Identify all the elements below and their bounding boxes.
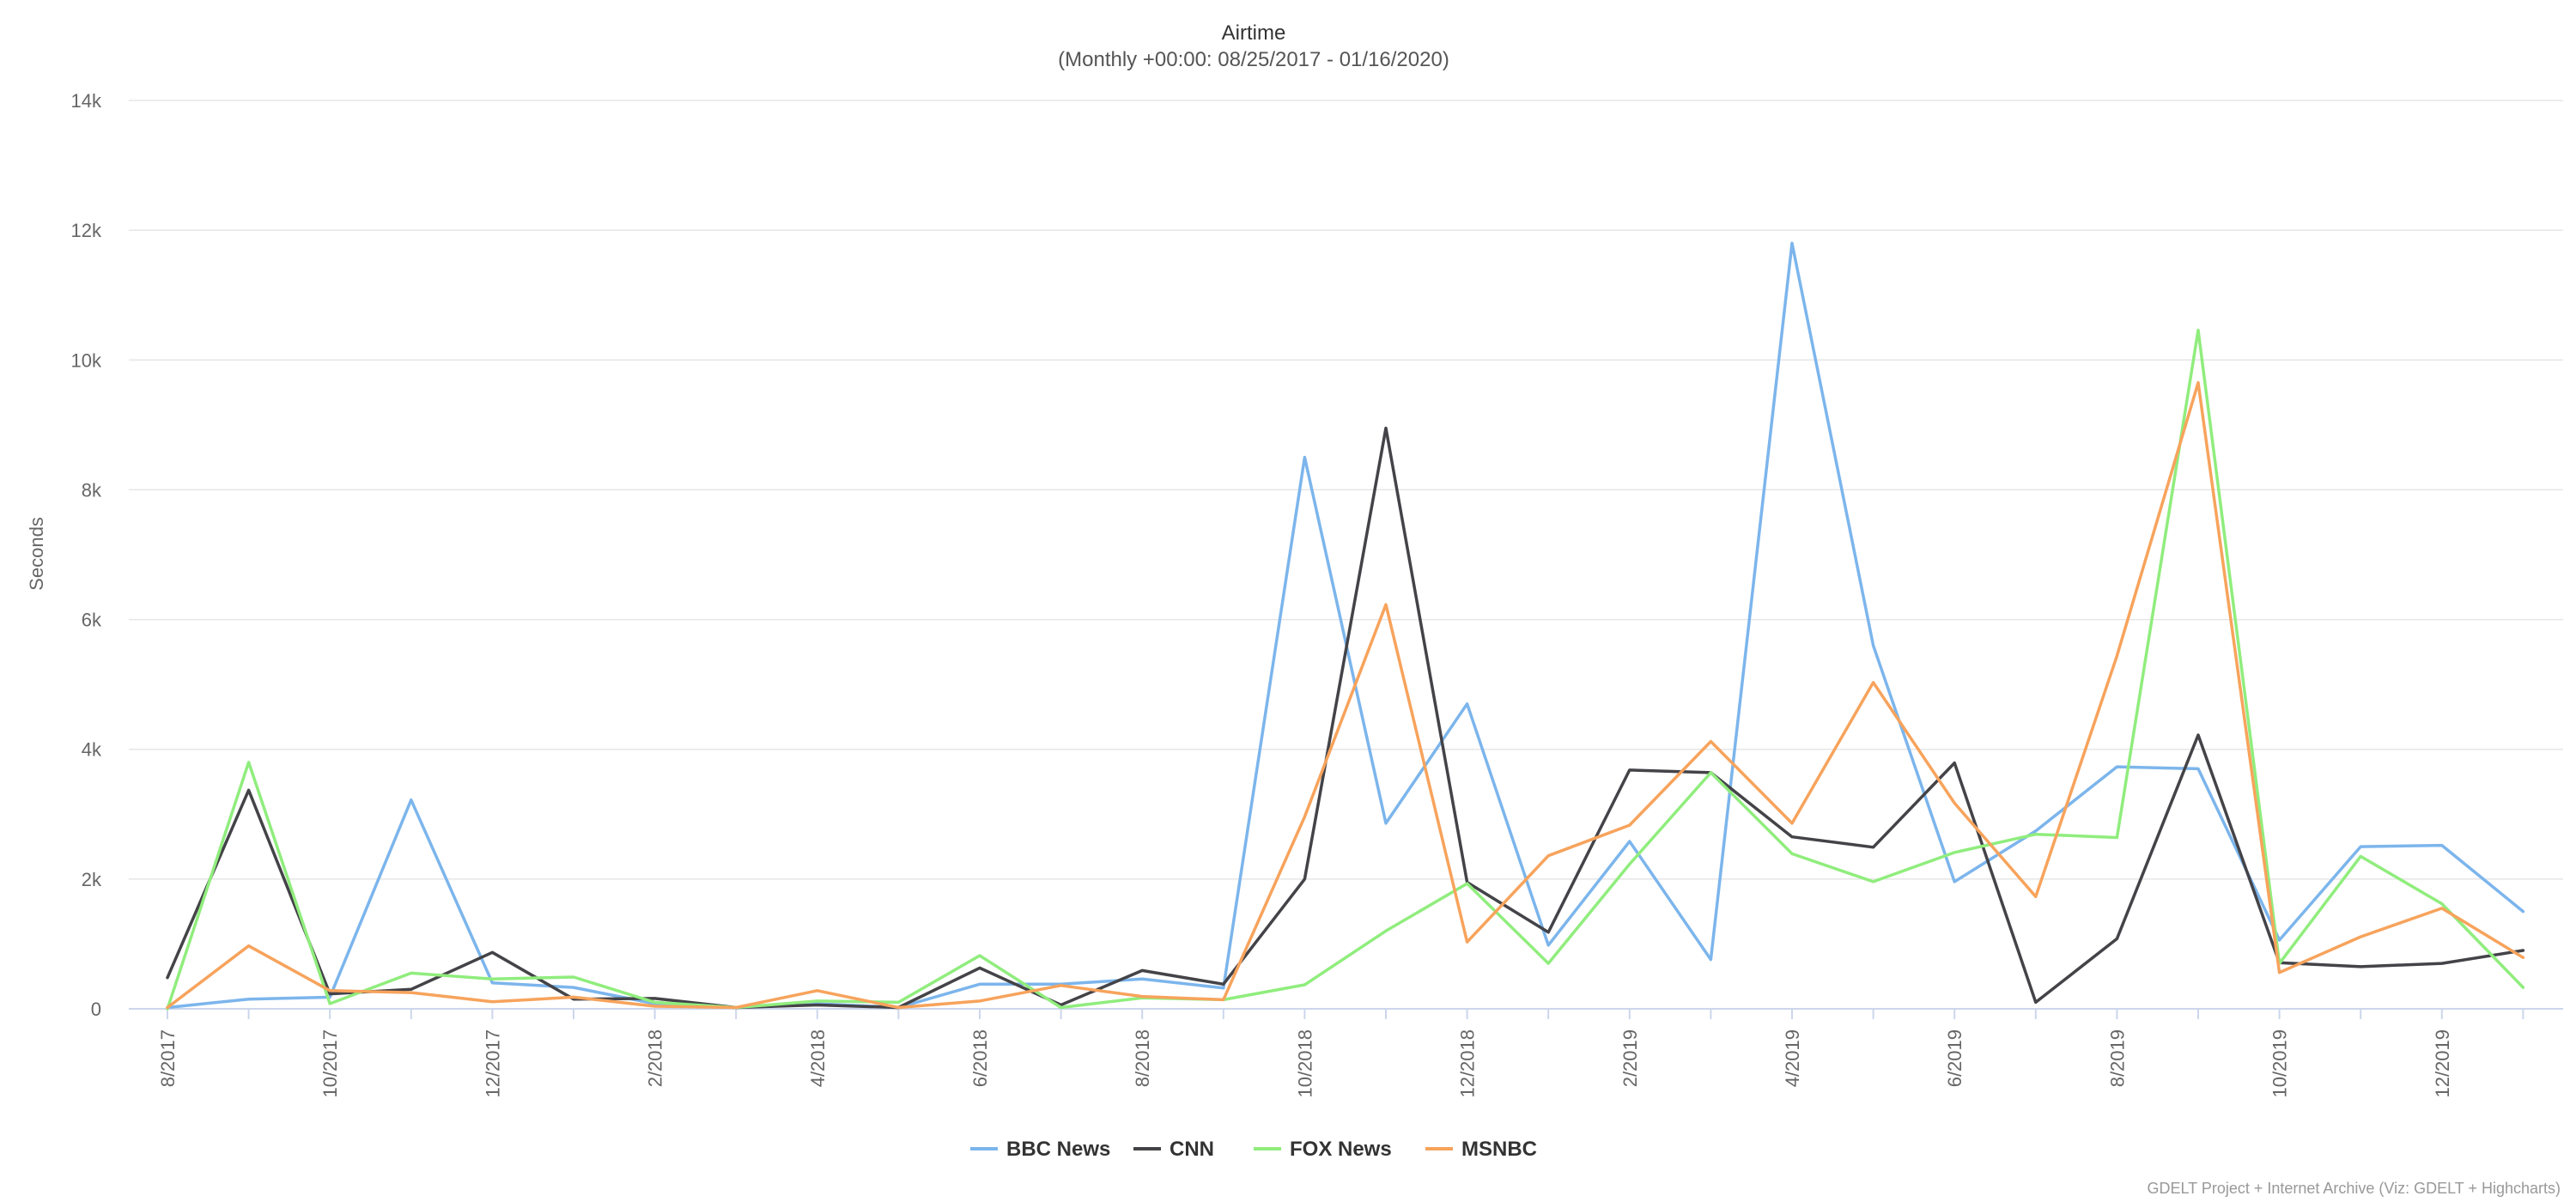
x-tick-label: 8/2017: [157, 1029, 179, 1087]
legend-item-fox-news[interactable]: FOX News: [1254, 1138, 1392, 1161]
x-tick-label: 8/2018: [1132, 1029, 1153, 1087]
x-tick-label: 2/2019: [1619, 1029, 1641, 1087]
series-line-bbc-news[interactable]: [166, 241, 2525, 1010]
y-tick-label: 0: [91, 999, 101, 1020]
y-axis-ticks: 0 2k 4k 6k 8k 10k 12k 14k: [71, 90, 102, 1020]
x-tick-label: 10/2019: [2269, 1029, 2291, 1098]
series-line-fox-news[interactable]: [166, 328, 2525, 1011]
x-tick-label: 4/2019: [1782, 1029, 1803, 1087]
y-tick-label: 8k: [82, 479, 102, 501]
gridlines: [129, 100, 2563, 1010]
chart-title: Airtime: [1222, 21, 1286, 45]
x-tick-label: 10/2017: [319, 1029, 341, 1098]
legend-label: CNN: [1170, 1138, 1214, 1161]
x-tick-label: 4/2018: [807, 1029, 829, 1087]
y-tick-label: 6k: [82, 610, 102, 631]
x-tick-label: 10/2018: [1294, 1029, 1315, 1098]
chart-credits[interactable]: GDELT Project + Internet Archive (Viz: G…: [2147, 1180, 2561, 1197]
chart-subtitle: (Monthly +00:00: 08/25/2017 - 01/16/2020…: [1058, 48, 1449, 71]
x-tick-label: 6/2019: [1944, 1029, 1965, 1087]
legend-item-msnbc[interactable]: MSNBC: [1425, 1138, 1537, 1161]
x-axis: 8/2017 10/2017 12/2017 2/2018 4/2018 6/2018 8/…: [129, 1008, 2563, 1098]
y-tick-label: 14k: [71, 90, 102, 112]
x-tick-label: 6/2018: [969, 1029, 991, 1087]
x-tick-label: 12/2018: [1457, 1029, 1479, 1098]
x-tick-label: 2/2018: [645, 1029, 666, 1087]
series-lines: [166, 241, 2525, 1011]
x-tick-label: 12/2019: [2432, 1029, 2453, 1098]
x-tick-label: 8/2019: [2106, 1029, 2128, 1087]
legend-label: BBC News: [1006, 1138, 1110, 1161]
y-tick-label: 4k: [82, 739, 102, 761]
legend: BBC News CNN FOX News MSNBC: [970, 1138, 1537, 1161]
legend-item-cnn[interactable]: CNN: [1133, 1138, 1214, 1161]
legend-item-bbc-news[interactable]: BBC News: [970, 1138, 1110, 1161]
y-axis-label: Seconds: [26, 517, 47, 591]
series-line-msnbc[interactable]: [166, 380, 2525, 1010]
y-tick-label: 12k: [71, 220, 102, 241]
series-line-cnn[interactable]: [166, 426, 2525, 1010]
legend-label: MSNBC: [1461, 1138, 1537, 1161]
y-tick-label: 2k: [82, 869, 102, 890]
legend-label: FOX News: [1290, 1138, 1392, 1161]
y-tick-label: 10k: [71, 349, 102, 371]
x-tick-label: 12/2017: [482, 1029, 503, 1098]
